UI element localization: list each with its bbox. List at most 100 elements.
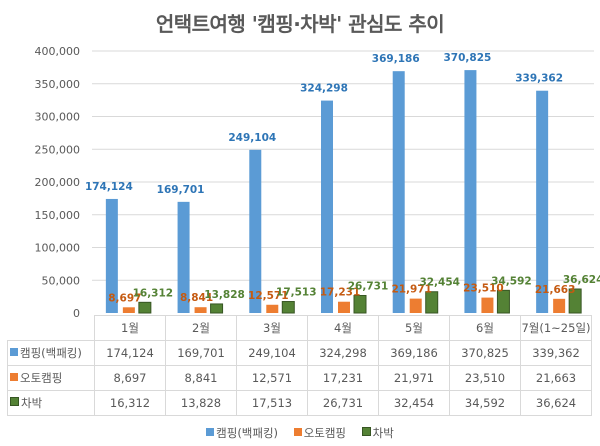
table-cell: 370,825 xyxy=(449,340,521,366)
bar-오토캠핑 xyxy=(266,304,279,313)
legend-item: 차박 xyxy=(361,425,394,441)
table-series-label: 오토캠핑 xyxy=(7,365,95,391)
legend-key-icon xyxy=(206,427,215,436)
legend-key-icon xyxy=(10,347,18,356)
table-cell: 32,454 xyxy=(378,390,450,416)
table-cell: 16,312 xyxy=(94,390,166,416)
y-tick-label: 100,000 xyxy=(35,242,81,255)
bar-캠핑(백패킹) xyxy=(249,149,262,313)
bar-차박 xyxy=(568,288,582,314)
data-table: 1월 2월 3월 4월 5월 6월 7월(1~25일) 캠핑(백패킹) 174,… xyxy=(7,315,592,416)
table-cell: 21,663 xyxy=(520,365,592,391)
bar-오토캠핑 xyxy=(409,298,422,313)
bar-차박 xyxy=(210,303,224,314)
table-series-label: 캠핑(백패킹) xyxy=(7,340,95,366)
bar-차박 xyxy=(138,301,152,314)
table-cell: 369,186 xyxy=(378,340,450,366)
table-header-row: 1월 2월 3월 4월 5월 6월 7월(1~25일) xyxy=(7,315,592,341)
table-cell: 23,510 xyxy=(449,365,521,391)
data-label: 16,312 xyxy=(133,287,174,299)
table-cell: 339,362 xyxy=(520,340,592,366)
bar-캠핑(백패킹) xyxy=(392,71,405,313)
table-cell: 17,231 xyxy=(307,365,379,391)
table-row: 캠핑(백패킹) 174,124 169,701 249,104 324,298 … xyxy=(7,340,592,366)
legend-key-icon xyxy=(10,397,19,406)
table-cell: 249,104 xyxy=(236,340,308,366)
table-cell: 13,828 xyxy=(165,390,237,416)
data-label: 8,697 xyxy=(108,292,141,304)
data-label: 8,841 xyxy=(180,292,213,304)
table-category: 1월 xyxy=(94,315,166,341)
bar-오토캠핑 xyxy=(338,301,350,313)
y-tick-label: 300,000 xyxy=(35,111,81,124)
data-label: 21,971 xyxy=(391,284,432,296)
data-label: 169,701 xyxy=(157,184,205,196)
bar-캠핑(백패킹) xyxy=(536,90,549,313)
y-tick-label: 250,000 xyxy=(35,143,81,156)
data-label: 32,454 xyxy=(419,277,460,289)
y-tick-label: 50,000 xyxy=(42,274,81,287)
y-tick-label: 0 xyxy=(73,307,80,320)
table-cell: 8,697 xyxy=(94,365,166,391)
table-cell: 17,513 xyxy=(236,390,308,416)
y-tick-label: 400,000 xyxy=(35,45,81,58)
table-corner xyxy=(7,315,95,341)
data-label: 370,825 xyxy=(444,52,492,64)
bar-오토캠핑 xyxy=(553,298,566,313)
data-label: 174,124 xyxy=(85,181,133,193)
legend: 캠핑(백패킹) 오토캠핑 차박 xyxy=(0,425,600,441)
table-row: 차박 16,312 13,828 17,513 26,731 32,454 34… xyxy=(7,390,592,416)
data-label: 17,231 xyxy=(320,287,361,299)
legend-key-icon xyxy=(293,427,302,436)
table-cell: 34,592 xyxy=(449,390,521,416)
data-label: 17,513 xyxy=(276,287,317,299)
table-cell: 174,124 xyxy=(94,340,166,366)
y-tick-label: 200,000 xyxy=(35,176,81,189)
bar-오토캠핑 xyxy=(194,307,207,313)
table-cell: 21,971 xyxy=(378,365,450,391)
bar-차박 xyxy=(425,291,439,314)
y-tick-label: 150,000 xyxy=(35,209,81,222)
legend-item: 캠핑(백패킹) xyxy=(206,425,278,441)
data-label: 324,298 xyxy=(300,83,348,95)
data-label: 369,186 xyxy=(372,53,420,65)
legend-key-icon xyxy=(361,427,371,436)
data-label: 26,731 xyxy=(348,280,389,292)
data-label: 23,510 xyxy=(463,283,504,295)
chart-plot: 0 50,000 100,000 150,000 200,000 250,000 300,0… xyxy=(35,45,600,320)
data-label: 36,624 xyxy=(563,274,600,286)
table-row: 오토캠핑 8,697 8,841 12,571 17,231 21,971 23… xyxy=(7,365,592,391)
table-category: 2월 xyxy=(165,315,237,341)
bar-캠핑(백패킹) xyxy=(321,100,333,313)
bar-차박 xyxy=(281,301,295,314)
bar-캠핑(백패킹) xyxy=(177,201,190,313)
data-label: 21,663 xyxy=(535,284,576,296)
table-category: 5월 xyxy=(378,315,450,341)
table-cell: 169,701 xyxy=(165,340,237,366)
table-cell: 26,731 xyxy=(307,390,379,416)
table-cell: 324,298 xyxy=(307,340,379,366)
data-label: 339,362 xyxy=(515,73,563,85)
data-label: 13,828 xyxy=(204,289,245,301)
table-category: 7월(1~25일) xyxy=(520,315,592,341)
table-category: 4월 xyxy=(307,315,379,341)
bar-차박 xyxy=(353,294,367,314)
bar-차박 xyxy=(496,289,510,314)
legend-item: 오토캠핑 xyxy=(293,425,346,441)
table-cell: 12,571 xyxy=(236,365,308,391)
data-label: 12,571 xyxy=(248,290,289,302)
bar-오토캠핑 xyxy=(481,297,494,313)
table-series-label: 차박 xyxy=(7,390,95,416)
bar-캠핑(백패킹) xyxy=(464,70,477,314)
table-cell: 8,841 xyxy=(165,365,237,391)
bar-캠핑(백패킹) xyxy=(105,198,118,313)
chart-title: 언택트여행 '캠핑·차박' 관심도 추이 xyxy=(155,12,445,36)
data-label: 34,592 xyxy=(491,275,532,287)
y-tick-label: 350,000 xyxy=(35,78,81,91)
data-label: 249,104 xyxy=(228,132,276,144)
bar-오토캠핑 xyxy=(122,307,135,313)
legend-key-icon xyxy=(10,372,18,381)
table-category: 3월 xyxy=(236,315,308,341)
table-category: 6월 xyxy=(449,315,521,341)
table-cell: 36,624 xyxy=(520,390,592,416)
